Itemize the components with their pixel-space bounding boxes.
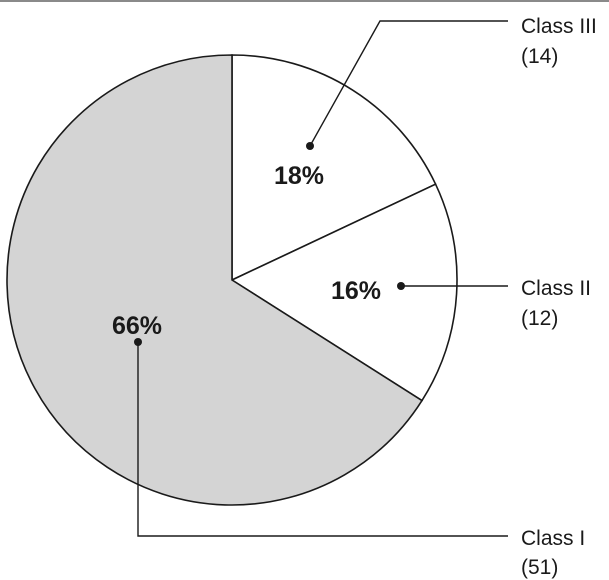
slice-percent-label-class-ii: 16% (331, 277, 381, 305)
pie-slice-class-ii (230, 183, 458, 402)
leader-line-class-iii (309, 20, 508, 147)
leader-line-class-i (137, 342, 508, 537)
slice-name-label-class-i: Class I (521, 527, 585, 550)
slice-percent-label-class-i: 66% (112, 312, 162, 340)
slice-percent-label-class-iii: 18% (274, 162, 324, 190)
leader-dot-class-ii (397, 282, 405, 290)
slice-name-label-class-ii: Class II (521, 277, 591, 300)
slice-count-label-class-ii: (12) (521, 307, 558, 330)
pie-slice-class-iii (231, 54, 437, 282)
pie-slice-class-i (6, 54, 424, 506)
leader-dot-class-i (134, 338, 142, 346)
slice-name-label-class-iii: Class III (521, 15, 597, 38)
leader-dot-class-iii (306, 142, 314, 150)
slice-count-label-class-i: (51) (521, 556, 558, 579)
slice-count-label-class-iii: (14) (521, 45, 558, 68)
leader-lines (134, 20, 508, 537)
pie-slices (6, 54, 458, 506)
